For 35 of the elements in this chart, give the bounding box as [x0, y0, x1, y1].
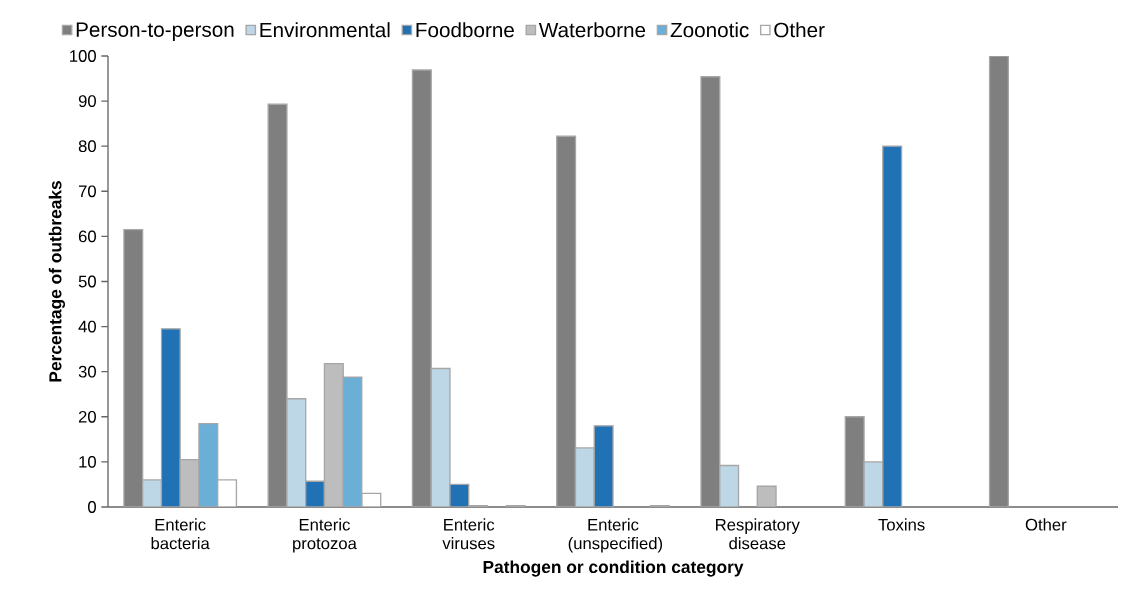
x-axis-title: Pathogen or condition category [483, 560, 744, 577]
legend-label: Other [774, 22, 825, 38]
y-tick-label: 80 [78, 140, 96, 153]
y-tick-label: 90 [78, 95, 96, 107]
y-tick-label: 0 [88, 501, 96, 513]
bar [430, 367, 451, 507]
y-tick-label: 10 [79, 456, 96, 468]
bar [323, 362, 344, 507]
bar [988, 55, 1010, 507]
y-tick-label: 40 [78, 320, 96, 333]
legend-label: Zoonotic [670, 22, 749, 38]
bar [719, 464, 740, 507]
legend-label: Person-to-person [76, 22, 234, 42]
x-tick-label: Toxins [878, 518, 925, 531]
x-tick-label: Respiratory disease [716, 518, 800, 550]
y-tick-label: 60 [78, 230, 96, 243]
bar [286, 398, 307, 507]
x-tick-label: Enteric protozoa [293, 518, 357, 553]
bar [574, 447, 595, 507]
y-tick-label: 30 [78, 365, 96, 378]
y-tick-label: 100 [70, 50, 96, 62]
y-tick-label: 70 [78, 185, 96, 198]
legend-label: Waterborne [538, 22, 646, 38]
x-tick-label: Other [1025, 518, 1067, 531]
y-tick-label: 50 [78, 275, 96, 288]
x-tick-label: Enteric viruses [442, 518, 495, 550]
x-tick-label: Enteric (unspecified) [568, 518, 663, 553]
x-tick-label: Enteric bacteria [151, 518, 210, 550]
y-tick-label: 20 [78, 410, 96, 423]
legend-label: Foodborne [416, 22, 514, 38]
legend-label: Environmental [260, 22, 390, 38]
bar [160, 328, 181, 507]
bar [882, 145, 903, 507]
y-axis-title: Percentage of outbreaks [48, 181, 66, 382]
bar [305, 480, 326, 507]
